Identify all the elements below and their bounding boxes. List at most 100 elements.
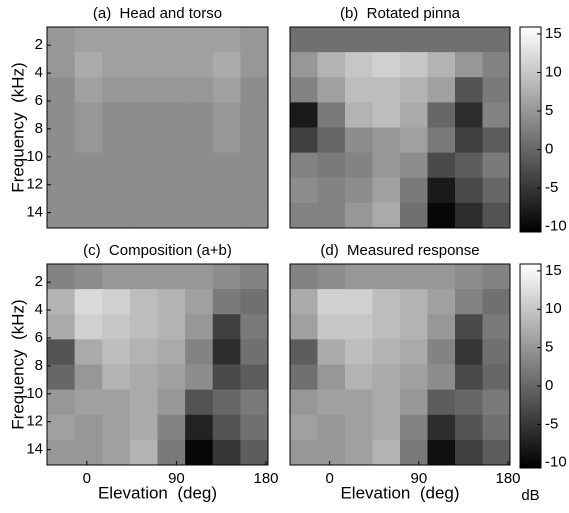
colorbar-tick-label: 0	[545, 377, 553, 394]
heatmap-cell	[47, 414, 76, 441]
heatmap-cell	[212, 177, 241, 204]
heatmap-cell	[290, 364, 318, 391]
heatmap-cell	[345, 289, 373, 315]
x-axis-label: Elevation (deg)	[98, 483, 217, 502]
heatmap-cell	[47, 314, 76, 340]
heatmap-cell	[102, 27, 131, 53]
heatmap-cell	[240, 264, 269, 290]
heatmap-cell	[74, 77, 103, 103]
heatmap-cell	[372, 414, 401, 441]
heatmap-cell	[455, 289, 483, 315]
heatmap-cell	[290, 439, 318, 466]
heatmap-cell	[185, 127, 214, 154]
heatmap-cell	[157, 127, 186, 154]
colorbar-label: dB	[521, 487, 539, 504]
heatmap-cell	[400, 414, 428, 441]
heatmap-cell	[345, 264, 373, 290]
heatmap-cell	[157, 52, 186, 78]
heatmap-cell	[240, 364, 269, 391]
heatmap-cell	[157, 152, 186, 179]
heatmap-cell	[185, 264, 214, 290]
heatmap-cell	[212, 202, 241, 229]
heatmap-cell	[345, 152, 373, 179]
colorbar	[519, 263, 542, 469]
heatmap-cell	[455, 177, 483, 204]
heatmap-cell	[372, 439, 401, 466]
heatmap-cell	[427, 202, 456, 229]
heatmap-cell	[372, 27, 401, 53]
heatmap-cell	[102, 389, 131, 416]
x-axis-label: Elevation (deg)	[340, 483, 459, 502]
heatmap-cell	[400, 152, 428, 179]
heatmap-cell	[290, 102, 318, 128]
heatmap-cell	[157, 289, 186, 315]
x-tick-label: 180	[496, 470, 521, 487]
heatmap-cell	[185, 102, 214, 128]
heatmap-cell	[317, 202, 346, 229]
heatmap-cell	[240, 102, 269, 128]
heatmap-cell	[157, 27, 186, 53]
heatmap-cell	[372, 289, 401, 315]
heatmap-cell	[185, 27, 214, 53]
heatmap-cell	[212, 439, 241, 466]
heatmap-cell	[372, 102, 401, 128]
heatmap-cell	[290, 389, 318, 416]
heatmap-cell	[400, 52, 428, 78]
heatmap-cell	[482, 414, 511, 441]
heatmap-cell	[185, 202, 214, 229]
heatmap-cell	[482, 364, 511, 391]
heatmap-cell	[455, 339, 483, 365]
heatmap-cell	[74, 364, 103, 391]
heatmap-cell	[129, 289, 158, 315]
colorbar-tick-label: -5	[545, 179, 558, 196]
heatmap-cell	[47, 339, 76, 365]
heatmap-cell	[372, 52, 401, 78]
heatmap-cell	[427, 364, 456, 391]
heatmap-cell	[129, 177, 158, 204]
heatmap-cell	[129, 314, 158, 340]
heatmap-cell	[427, 102, 456, 128]
heatmap-cell	[455, 127, 483, 154]
heatmap-cell	[427, 439, 456, 466]
heatmap-cell	[185, 289, 214, 315]
heatmap-cell	[317, 27, 346, 53]
heatmap-cell	[47, 364, 76, 391]
heatmap-cell	[455, 314, 483, 340]
heatmap-cell	[482, 264, 511, 290]
heatmap-cell	[372, 314, 401, 340]
heatmap-cell	[129, 389, 158, 416]
heatmap-cell	[345, 389, 373, 416]
heatmap-cell	[212, 314, 241, 340]
colorbar-tick-label: -5	[545, 415, 558, 432]
heatmap-cell	[74, 389, 103, 416]
y-tick-label: 10	[26, 385, 43, 402]
heatmap-cell	[129, 264, 158, 290]
heatmap-cell	[47, 264, 76, 290]
heatmap-cell	[482, 389, 511, 416]
heatmap-cell	[482, 102, 511, 128]
heatmap-cell	[317, 439, 346, 466]
y-tick-label: 6	[35, 92, 43, 109]
heatmap-cell	[185, 339, 214, 365]
heatmap-cell	[482, 177, 511, 204]
heatmap-cell	[157, 102, 186, 128]
y-tick-label: 14	[26, 204, 43, 221]
heatmap-cell	[240, 202, 269, 229]
heatmap-cell	[47, 202, 76, 229]
heatmap-cell	[240, 314, 269, 340]
heatmap-cell	[372, 364, 401, 391]
colorbar	[519, 26, 542, 233]
heatmap-cell	[455, 264, 483, 290]
plot-frame	[46, 26, 269, 229]
heatmap-cell	[317, 364, 346, 391]
heatmap-cell	[317, 389, 346, 416]
colorbar-tick-label: 15	[545, 262, 562, 279]
heatmap-cell	[185, 364, 214, 391]
heatmap-cell	[47, 52, 76, 78]
y-axis-label: Frequency (kHz)	[8, 62, 27, 192]
heatmap-cell	[290, 27, 318, 53]
heatmap-cell	[47, 177, 76, 204]
heatmap-cell	[157, 389, 186, 416]
heatmap-cell	[212, 289, 241, 315]
